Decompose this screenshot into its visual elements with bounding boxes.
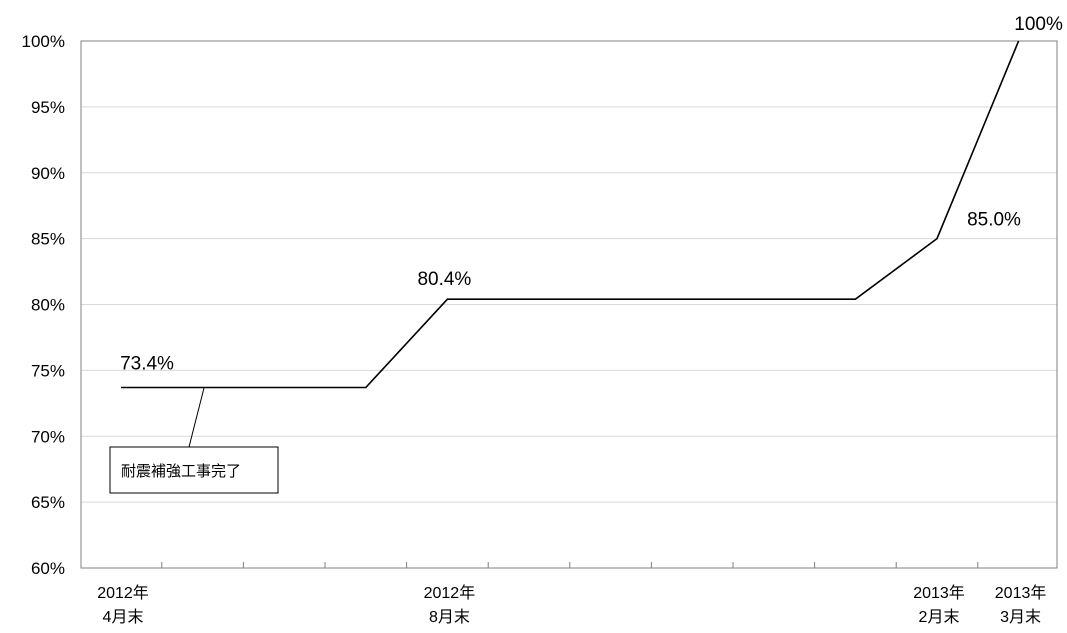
x-tick-label-month: 4月末 [103,608,144,626]
x-tick-label-year: 2013年 [913,584,965,602]
y-tick-label: 75% [31,361,65,380]
plot-area-border [80,40,1058,569]
data-label: 85.0% [967,210,1021,231]
y-axis-tick-labels: 60% 65% 70% 75% 80% 85% 90% 95% 100% [22,32,65,578]
y-tick-label: 95% [31,98,65,117]
y-tick-label: 70% [31,427,65,446]
x-tick-label-month: 3月末 [1000,608,1041,626]
x-tick-label-year: 2012年 [97,584,149,602]
annotation-callout: 耐震補強工事完了 [109,387,279,494]
series-line-path [121,40,1020,389]
data-label: 100% [1014,14,1063,35]
series-line [120,40,1020,389]
x-axis-tick-labels: 2012年 4月末 2012年 8月末 2013年 2月末 2013年 3月末 [97,584,1046,626]
callout-box [109,446,279,494]
callout-text: 耐震補強工事完了 [121,463,241,480]
data-label: 80.4% [417,269,471,290]
gridlines [81,106,1057,503]
y-tick-label: 85% [31,230,65,249]
x-tick-label-month: 2月末 [919,608,960,626]
y-tick-label: 65% [31,493,65,512]
callout-leader-line [188,387,205,448]
x-tick-label-year: 2012年 [424,584,476,602]
data-label: 73.4% [120,354,174,375]
x-tick-label-year: 2013年 [995,584,1047,602]
y-tick-label: 60% [31,559,65,578]
y-tick-label: 100% [22,32,65,51]
y-tick-label: 80% [31,296,65,315]
x-minor-ticks [161,562,979,568]
y-tick-label: 90% [31,164,65,183]
data-labels: 73.4% 80.4% 85.0% 100% [120,14,1063,375]
x-tick-label-month: 8月末 [429,608,470,626]
